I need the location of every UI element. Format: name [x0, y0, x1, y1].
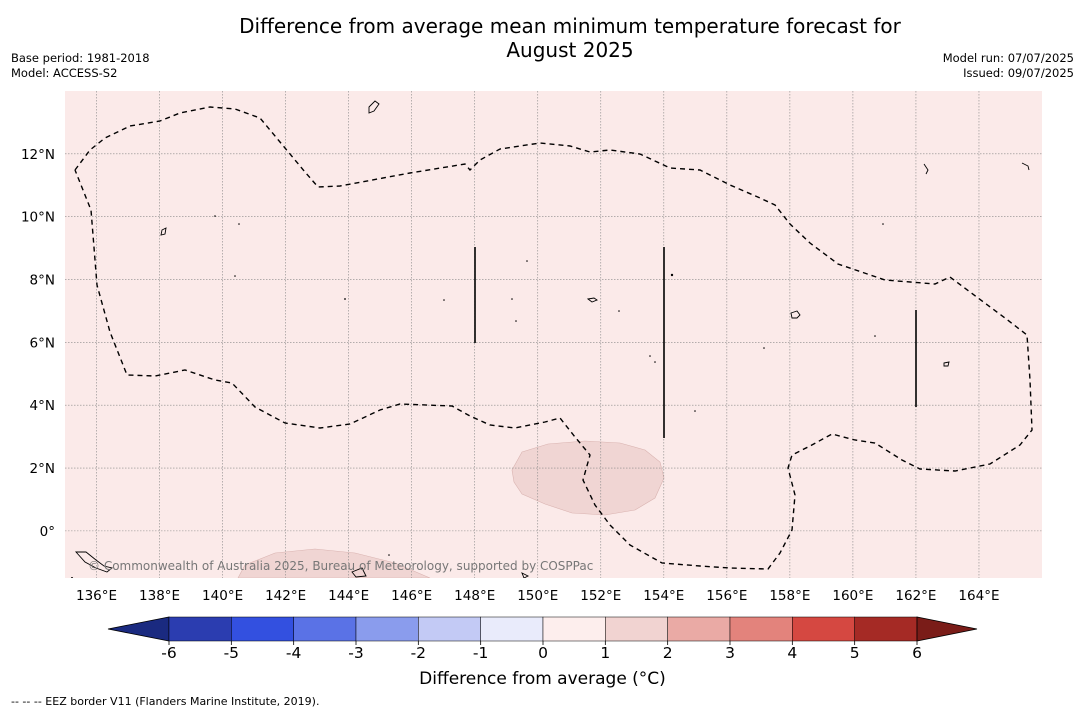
lat-label: 8°N [30, 273, 55, 289]
lon-label: 164°E [958, 588, 999, 604]
model-name: Model: ACCESS-S2 [11, 65, 118, 80]
colorbar-tick-labels: -6 -5 -4 -3 -2 -1 0 1 2 3 4 5 6 [161, 641, 922, 662]
lon-label: 142°E [265, 588, 306, 604]
colorbar-tick-label: 3 [725, 644, 735, 662]
lon-label: 144°E [328, 588, 369, 604]
colorbar-segment [418, 616, 481, 642]
base-period: Base period: 1981-2018 [11, 51, 150, 65]
lon-label: 156°E [706, 588, 747, 604]
colorbar-tick-label: 4 [787, 644, 797, 662]
colorbar-segment [854, 616, 918, 642]
lon-label: 150°E [517, 588, 558, 604]
colorbar-segment [355, 616, 419, 642]
lat-label: 0° [40, 524, 55, 540]
title-line-2: August 2025 [506, 38, 634, 62]
colorbar-segment [792, 616, 855, 642]
lon-label: 136°E [76, 588, 117, 604]
colorbar-segment [667, 616, 731, 642]
longitude-labels: 136°E 138°E 140°E 142°E 144°E 146°E 148°E 150°E… [76, 588, 1000, 604]
colorbar-segment [168, 616, 232, 642]
colorbar-low-extension [107, 616, 170, 642]
colorbar-label: Difference from average (°C) [419, 669, 666, 689]
lon-label: 152°E [580, 588, 621, 604]
lon-label: 162°E [895, 588, 936, 604]
colorbar-high-extension [916, 616, 978, 642]
colorbar-tick-label: 6 [912, 644, 922, 662]
vertical-lines [474, 247, 917, 438]
lon-label: 158°E [769, 588, 810, 604]
island-dots [71, 215, 884, 578]
anomaly-patch-east [511, 440, 665, 516]
island-outlines [74, 100, 1030, 578]
lat-label: 10°N [21, 210, 55, 226]
lon-label: 160°E [832, 588, 873, 604]
map-title: Difference from average mean minimum tem… [0, 14, 1085, 62]
copyright-notice: © Commonwealth of Australia 2025, Bureau… [88, 559, 593, 573]
run-info: Model run: 07/07/2025 Issued: 09/07/2025 [943, 51, 1074, 80]
colorbar-tick-label: -2 [411, 644, 426, 662]
lon-label: 138°E [139, 588, 180, 604]
lat-label: 12°N [21, 147, 55, 163]
lon-label: 148°E [454, 588, 495, 604]
latitude-labels: 12°N 10°N 8°N 6°N 4°N 2°N 0° [21, 147, 55, 540]
lat-label: 2°N [30, 461, 55, 477]
colorbar-tick-label: -1 [473, 644, 488, 662]
lon-label: 154°E [643, 588, 684, 604]
eez-legend: -- -- -- EEZ border V11 (Flanders Marine… [11, 695, 320, 708]
lat-label: 4°N [30, 398, 55, 414]
colorbar-tick-label: -4 [286, 644, 301, 662]
eez-border [74, 106, 1033, 570]
colorbar-tick-label: -3 [348, 644, 363, 662]
lon-label: 140°E [202, 588, 243, 604]
colorbar-tick-label: 1 [600, 644, 610, 662]
colorbar [107, 616, 978, 642]
colorbar-segment [293, 616, 357, 642]
title-line-1: Difference from average mean minimum tem… [239, 14, 901, 38]
colorbar-segment [605, 616, 668, 642]
model-info: Base period: 1981-2018 Model: ACCESS-S2 [11, 51, 150, 80]
colorbar-tick-label: -5 [224, 644, 239, 662]
lat-label: 6°N [30, 335, 55, 351]
model-run: Model run: 07/07/2025 [942, 51, 1074, 65]
colorbar-tick-label: 5 [850, 644, 860, 662]
issued-date: Issued: 09/07/2025 [963, 65, 1074, 80]
colorbar-tick-label: -6 [161, 644, 176, 662]
anomaly-patch-south [237, 548, 431, 578]
colorbar-segment [729, 616, 793, 642]
colorbar-segment [480, 616, 544, 642]
colorbar-segment [231, 616, 294, 642]
lon-label: 146°E [391, 588, 432, 604]
colorbar-tick-label: 0 [538, 644, 548, 662]
colorbar-segment [542, 616, 606, 642]
colorbar-tick-label: 2 [663, 644, 673, 662]
